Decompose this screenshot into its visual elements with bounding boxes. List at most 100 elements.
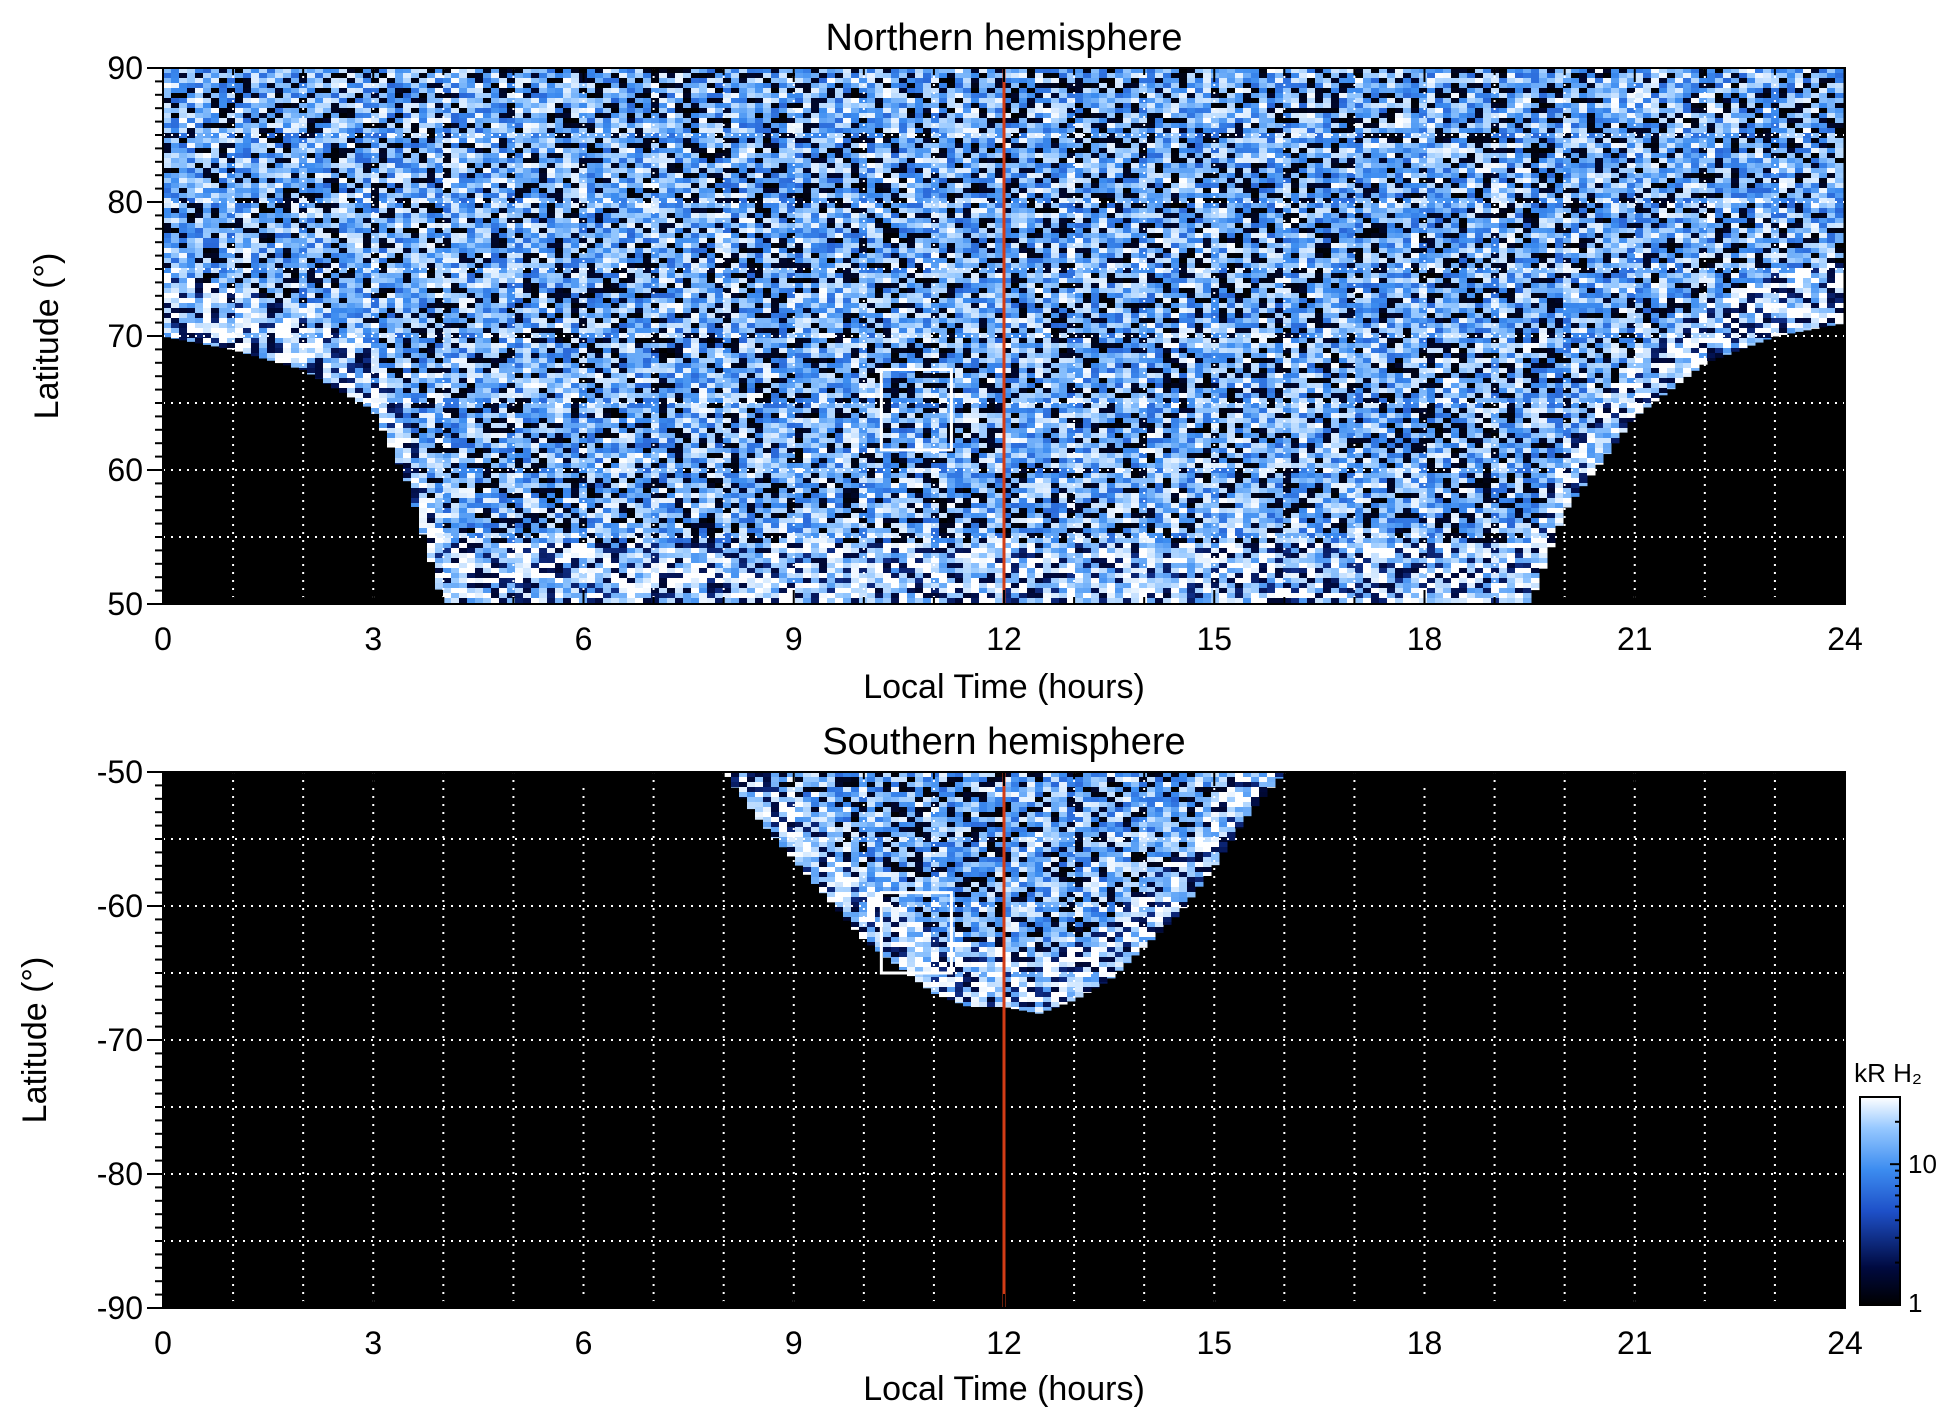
emission-cell [475,433,484,439]
emission-cell [403,268,412,274]
emission-cell [195,178,204,184]
emission-cell [427,303,436,309]
emission-cell [259,158,268,164]
emission-cell [467,423,476,429]
emission-cell [451,523,460,529]
emission-cell [555,323,564,329]
emission-cell [483,263,492,269]
emission-cell [227,328,236,334]
emission-cell [475,578,484,584]
emission-cell [427,333,436,339]
emission-cell [283,123,292,129]
emission-cell [347,118,356,124]
emission-cell [547,103,556,109]
emission-cell [227,238,236,244]
emission-cell [363,218,372,224]
emission-cell [451,578,460,584]
emission-cell [507,363,516,369]
emission-cell [355,83,364,89]
emission-cell [179,168,188,174]
emission-cell [499,143,508,149]
emission-cell [635,158,644,164]
emission-cell [435,178,444,184]
emission-cell [331,183,340,189]
emission-cell [259,288,268,294]
emission-cell [419,238,428,244]
emission-cell [499,308,508,314]
emission-cell [491,68,500,74]
emission-cell [547,538,556,544]
emission-cell [475,283,484,289]
emission-cell [467,378,476,384]
emission-cell [435,288,444,294]
emission-cell [371,288,380,294]
emission-cell [267,173,276,179]
emission-cell [163,118,172,124]
emission-cell [619,288,628,294]
emission-cell [435,398,444,404]
emission-cell [339,328,348,334]
emission-cell [499,423,508,429]
emission-cell [515,533,524,539]
emission-cell [371,378,380,384]
emission-cell [451,98,460,104]
emission-cell [211,163,220,169]
emission-cell [587,483,596,489]
emission-cell [555,583,564,589]
emission-cell [603,183,612,189]
emission-cell [243,123,252,129]
emission-cell [443,158,452,164]
emission-cell [491,113,500,119]
emission-cell [483,558,492,564]
emission-cell [627,408,636,414]
emission-cell [243,178,252,184]
emission-cell [203,323,212,329]
emission-cell [355,258,364,264]
emission-cell [475,158,484,164]
emission-cell [419,318,428,324]
emission-cell [387,98,396,104]
emission-cell [275,183,284,189]
emission-cell [523,378,532,384]
emission-cell [515,443,524,449]
emission-cell [531,318,540,324]
emission-cell [515,278,524,284]
emission-cell [627,323,636,329]
emission-cell [539,568,548,574]
emission-cell [611,358,620,364]
emission-cell [411,353,420,359]
emission-cell [627,143,636,149]
emission-cell [451,593,460,599]
emission-cell [627,228,636,234]
emission-cell [379,198,388,204]
emission-cell [451,218,460,224]
emission-cell [483,428,492,434]
emission-cell [547,223,556,229]
emission-cell [243,218,252,224]
emission-cell [539,578,548,584]
emission-cell [411,483,420,489]
emission-cell [259,253,268,259]
emission-cell [483,483,492,489]
emission-cell [547,143,556,149]
emission-cell [627,513,636,519]
emission-cell [307,223,316,229]
emission-cell [443,518,452,524]
emission-cell [331,73,340,79]
emission-cell [267,98,276,104]
emission-cell [523,533,532,539]
emission-cell [427,433,436,439]
emission-cell [555,563,564,569]
emission-cell [315,163,324,169]
emission-cell [387,363,396,369]
emission-cell [507,433,516,439]
emission-cell [235,288,244,294]
emission-cell [579,423,588,429]
emission-cell [627,133,636,139]
emission-cell [587,248,596,254]
emission-cell [291,83,300,89]
emission-cell [435,143,444,149]
emission-cell [419,513,428,519]
emission-cell [619,513,628,519]
emission-cell [491,328,500,334]
